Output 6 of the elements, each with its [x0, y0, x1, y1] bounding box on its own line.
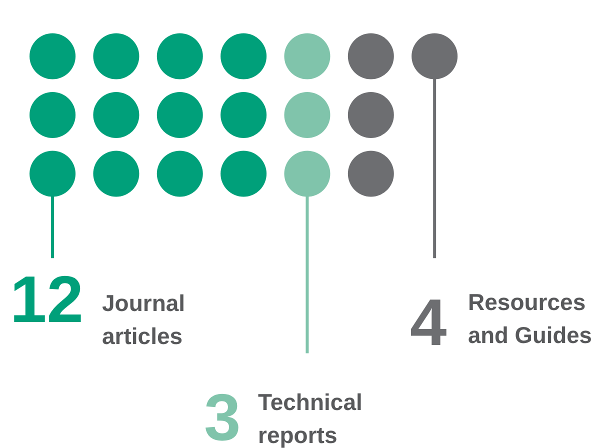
data-label: 3: [204, 380, 241, 448]
category-label: Technical reports: [258, 389, 362, 448]
data-label: 4: [410, 285, 447, 359]
category-label: Journal articles: [102, 290, 186, 349]
category-label: Resources and Guides: [468, 289, 592, 348]
data-label: 12: [10, 262, 84, 336]
